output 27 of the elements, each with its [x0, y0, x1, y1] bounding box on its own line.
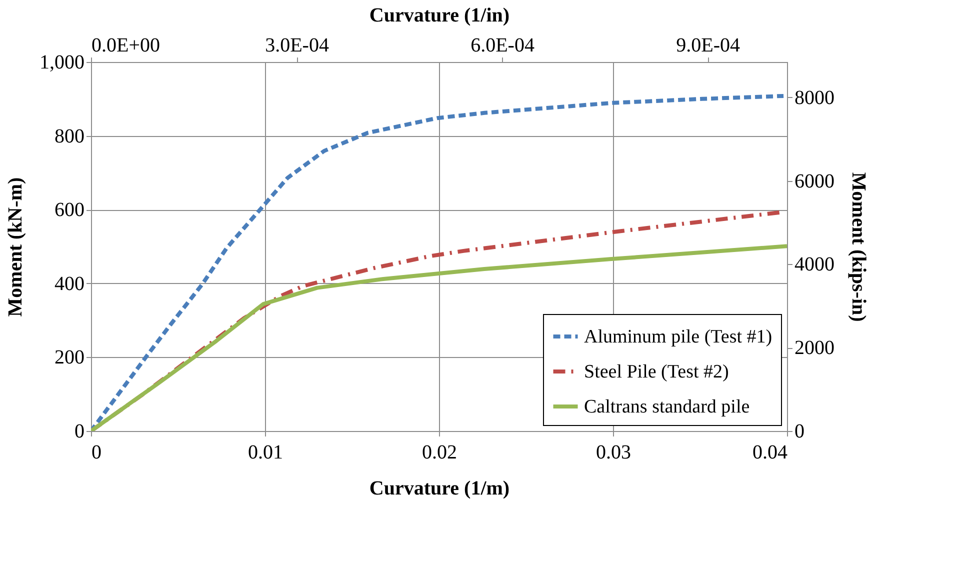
y-tick-label: 200: [54, 346, 84, 369]
x-axis-title: Curvature (1/m): [369, 478, 510, 500]
x-tick-label: 0: [92, 442, 102, 464]
y-axis-title: Moment (kN-m): [4, 177, 26, 317]
y2-tick-label: 8000: [794, 86, 834, 109]
x2-tick-label: 9.0E-04: [676, 34, 740, 56]
y-tick-label: 800: [54, 125, 84, 148]
y2-axis-title: Moment (kips-in): [848, 172, 870, 322]
y2-tick-label: 2000: [794, 337, 834, 360]
y2-tick-label: 4000: [794, 254, 834, 276]
x2-tick-label: 0.0E+00: [92, 34, 160, 56]
x2-axis-title: Curvature (1/in): [369, 4, 510, 26]
y-tick-label: 400: [54, 272, 84, 295]
y-tick-label: 600: [54, 199, 84, 222]
x-tick-label: 0.01: [248, 442, 283, 464]
x2-tick-label: 3.0E-04: [265, 34, 329, 56]
x-tick-label: 0.02: [422, 442, 457, 464]
y2-tick-label: 6000: [794, 170, 834, 192]
legend-label: Aluminum pile (Test #1): [584, 326, 772, 348]
y-tick-label: 1,000: [40, 52, 84, 74]
y2-tick-label: 0: [794, 420, 804, 442]
y-tick-label: 0: [74, 420, 84, 442]
x-tick-label: 0.03: [596, 442, 631, 464]
legend-label: Steel Pile (Test #2): [584, 362, 729, 382]
x-tick-label: 0.04: [752, 442, 788, 464]
legend-label: Caltrans standard pile: [584, 396, 750, 418]
x2-tick-label: 6.0E-04: [470, 34, 534, 56]
